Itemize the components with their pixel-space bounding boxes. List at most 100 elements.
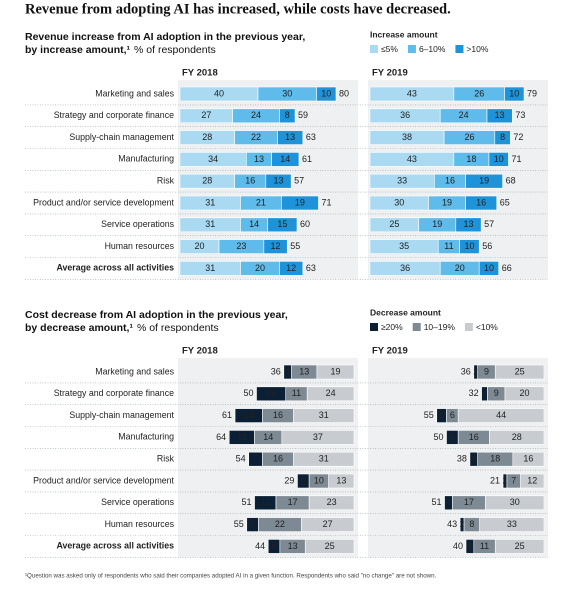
segment-label: 31 [319, 410, 329, 420]
segment-label: 6 [272, 541, 277, 551]
category-label: Average across all activities [56, 263, 174, 273]
bar-segment [489, 430, 545, 445]
bar-segment [478, 261, 500, 276]
segment-label: 5 [439, 410, 444, 420]
bar-segment [512, 451, 545, 467]
legend-label: 10–19% [424, 322, 456, 332]
chart-heading: by increase amount,¹% of respondents [25, 44, 216, 56]
total-label: 63 [306, 132, 316, 142]
bar-segment [267, 217, 298, 233]
segment-label: 38 [402, 132, 412, 142]
segment-label: 27 [201, 110, 211, 120]
legend-title: Decrease amount [370, 307, 441, 317]
segment-label: 19 [479, 176, 489, 186]
legend-swatch [412, 323, 421, 331]
total-label: 50 [243, 388, 253, 398]
total-label: 72 [513, 132, 523, 142]
segment-label: 24 [326, 388, 336, 398]
bar-segment [281, 195, 319, 211]
segment-label: 17 [464, 497, 474, 507]
segment-label: 31 [205, 263, 215, 273]
segment-label: 4 [467, 541, 472, 551]
bar-segment [485, 495, 545, 511]
segment-label: 40 [214, 88, 224, 98]
segment-label: 25 [389, 219, 399, 229]
total-label: 59 [298, 110, 308, 120]
category-label: Product and/or service development [33, 475, 174, 485]
segment-label: 25 [515, 541, 525, 551]
panel-label: FY 2019 [372, 68, 408, 79]
total-label: 54 [236, 454, 246, 464]
bar-segment [479, 517, 545, 532]
category-label: Average across all activities [56, 541, 174, 551]
total-label: 71 [321, 197, 331, 207]
segment-label: 27 [323, 519, 333, 529]
category-label: Marketing and sales [95, 366, 174, 376]
segment-label: 31 [205, 219, 215, 229]
segment-label: 13 [495, 110, 505, 120]
category-label: Risk [157, 176, 175, 186]
panel-label: FY 2019 [372, 346, 408, 357]
segment-label: 43 [407, 154, 417, 164]
legend-swatch [455, 45, 464, 53]
category-label: Marketing and sales [95, 88, 174, 98]
segment-label: 21 [256, 197, 266, 207]
total-label: 80 [339, 88, 349, 98]
segment-label: 10 [464, 241, 474, 251]
segment-label: 12 [527, 475, 537, 485]
panel-label: FY 2018 [182, 346, 218, 357]
bar-segment [520, 473, 545, 489]
bar-segment [306, 386, 355, 402]
total-label: 71 [511, 154, 521, 164]
legend-label: >10% [466, 44, 488, 54]
bar-segment [457, 408, 545, 423]
segment-label: 30 [510, 497, 520, 507]
total-label: 32 [469, 388, 479, 398]
total-label: 66 [502, 263, 512, 273]
segment-label: 11 [261, 497, 270, 507]
category-label: Human resources [105, 519, 175, 529]
chart-title: Revenue increase from AI adoption in the… [25, 31, 305, 43]
segment-label: 10 [314, 475, 324, 485]
segment-label: 14 [249, 219, 259, 229]
legend-swatch [370, 323, 378, 331]
segment-label: 14 [280, 154, 290, 164]
category-label: Service operations [101, 497, 174, 507]
segment-label: 31 [319, 454, 329, 464]
bar-segment [279, 261, 304, 276]
segment-label: 16 [476, 197, 486, 207]
segment-label: 31 [205, 197, 215, 207]
bar-segment [316, 86, 337, 102]
bar-segment [328, 473, 355, 489]
category-label: Strategy and corporate finance [54, 110, 174, 120]
segment-label: 19 [432, 219, 442, 229]
segment-label: 14 [263, 432, 273, 442]
total-label: 56 [482, 241, 492, 251]
segment-label: 7 [253, 454, 258, 464]
bar-segment [277, 130, 304, 145]
total-label: 29 [284, 475, 294, 485]
segment-label: 17 [288, 497, 298, 507]
legend-title: Increase amount [370, 29, 438, 39]
total-label: 51 [242, 497, 252, 507]
bar-segment [504, 386, 545, 402]
legend-label: 6–10% [419, 44, 446, 54]
total-label: 36 [271, 366, 281, 376]
segment-label: 22 [251, 132, 261, 142]
legend-swatch [407, 45, 416, 53]
total-label: 43 [447, 519, 457, 529]
chart-title: Cost decrease from AI adoption in the pr… [25, 309, 288, 321]
segment-label: 12 [271, 241, 281, 251]
segment-label: 13 [237, 432, 247, 442]
bar-segment [494, 539, 545, 554]
segment-label: 8 [500, 132, 505, 142]
bar-segment [293, 408, 355, 423]
bar-segment [494, 130, 511, 145]
legend-label: ≤5% [381, 44, 398, 54]
total-label: 61 [222, 410, 232, 420]
bar-segment [504, 86, 525, 102]
segment-label: 12 [286, 263, 296, 273]
segment-label: 2 [502, 475, 507, 485]
segment-label: 28 [512, 432, 522, 442]
